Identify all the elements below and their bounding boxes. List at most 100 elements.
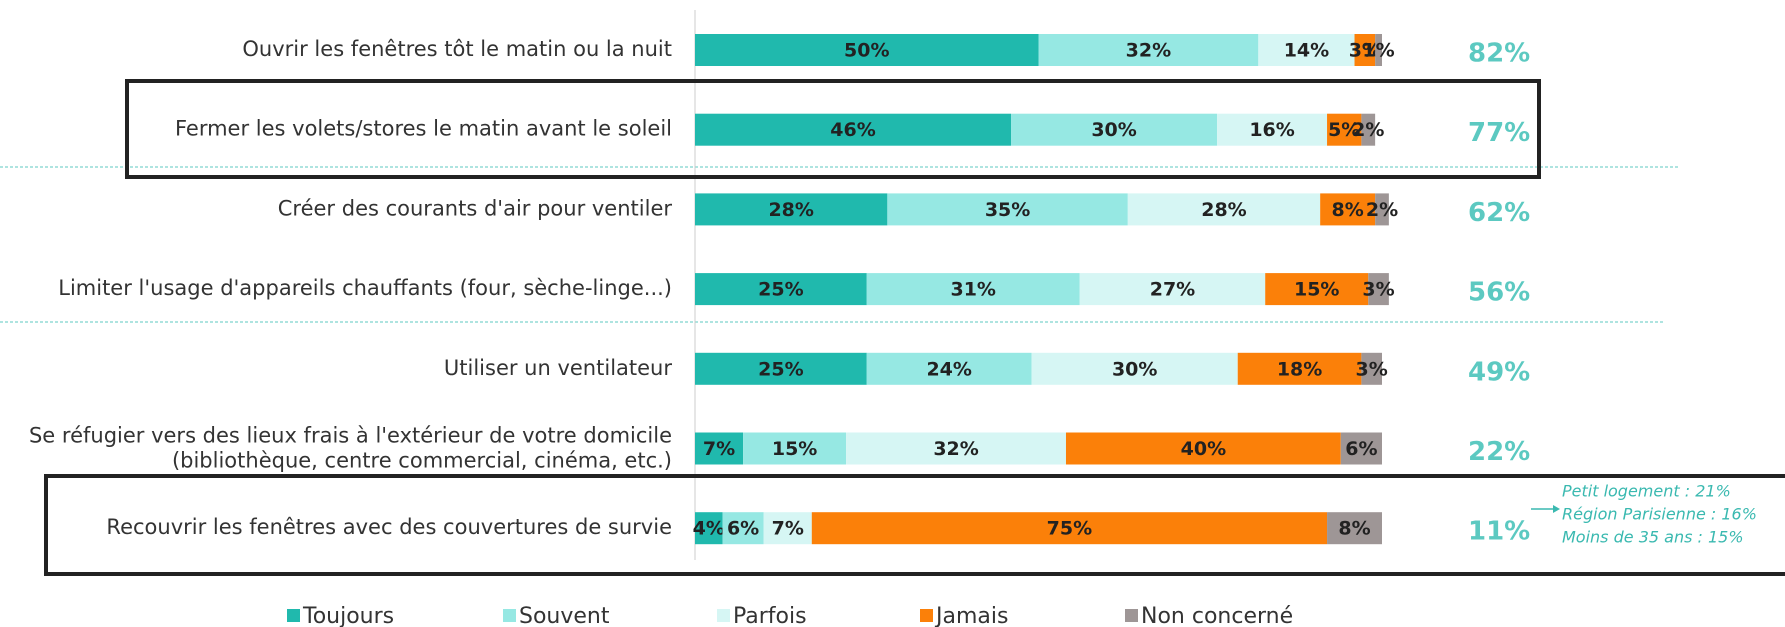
data-label: 75% [1047,518,1092,540]
legend-label: Non concerné [1141,604,1293,627]
data-label: 2% [1352,119,1384,141]
data-label: 50% [844,40,889,62]
legend-swatch [920,609,933,622]
bar-segment [743,432,847,465]
data-label: 15% [772,438,817,460]
data-label: 46% [830,119,875,141]
bar-segment [811,512,1328,545]
data-label: 32% [933,438,978,460]
data-label: 6% [727,518,759,540]
annotation: Région Parisienne : 16% [1562,505,1757,524]
bar-segment [763,512,812,545]
data-label: 32% [1126,40,1171,62]
category-label: Limiter l'usage d'appareils chauffants (… [58,276,672,300]
data-label: 7% [772,518,804,540]
annotation: Moins de 35 ans : 15% [1562,528,1744,547]
data-label: 6% [1345,438,1377,460]
category-label: Fermer les volets/stores le matin avant … [175,117,672,141]
data-label: 24% [926,358,971,380]
bar-segment [695,34,1039,66]
data-label: 31% [950,279,995,301]
data-label: 2% [1366,199,1398,221]
bar-segment [1327,113,1362,146]
bar-segment [866,273,1080,306]
highlight-box [44,474,1785,576]
bar-segment [695,432,744,465]
total-label: 62% [1468,198,1530,228]
total-label: 82% [1468,39,1530,69]
data-label: 3% [1349,40,1381,62]
total-label: 56% [1468,278,1530,308]
data-label: 30% [1112,358,1157,380]
bar-segment [1065,432,1341,465]
data-label: 25% [758,279,803,301]
bar-segment [695,193,888,226]
category-label: Ouvrir les fenêtres tôt le matin ou la n… [242,37,672,61]
highlight-box [125,79,1541,179]
data-label: 3% [1356,358,1388,380]
data-label: 15% [1294,279,1339,301]
total-label: 22% [1468,437,1530,467]
bar-segment [1265,273,1369,306]
legend-swatch [503,609,516,622]
bar-segment [1368,273,1389,306]
category-label: Recouvrir les fenêtres avec des couvertu… [106,515,672,539]
annotation: Petit logement : 21% [1562,482,1731,501]
legend-swatch [1125,609,1138,622]
legend-label: Souvent [519,604,610,627]
data-label: 40% [1181,438,1226,460]
legend-swatch [287,609,300,622]
bar-segment [1361,113,1376,146]
data-label: 3% [1362,279,1394,301]
data-label: 28% [1201,199,1246,221]
total-label: 49% [1468,357,1530,387]
category-label: Créer des courants d'air pour ventiler [278,196,673,220]
bar-segment [695,113,1012,146]
bar-segment [722,512,764,545]
data-label: 1% [1362,40,1394,62]
bar-segment [1375,34,1382,66]
bar-segment [1340,432,1382,465]
legend-label: Toujours [302,604,394,627]
arrow-head [1553,505,1560,513]
total-label: 77% [1468,118,1530,148]
legend-label: Jamais [934,604,1008,627]
bar-segment [1237,352,1362,385]
bar-segment [1327,512,1382,545]
category-label: Se réfugier vers des lieux frais à l'ext… [29,424,672,448]
total-label: 11% [1468,517,1530,547]
bar-segment [887,193,1128,226]
data-label: 16% [1249,119,1294,141]
bar-segment [1258,34,1355,66]
bar-segment [1079,273,1266,306]
bar-segment [866,352,1032,385]
category-label: Utiliser un ventilateur [444,356,672,380]
data-label: 25% [758,358,803,380]
bar-segment [846,432,1066,465]
data-label: 30% [1091,119,1136,141]
bar-segment [1031,352,1238,385]
category-label: (bibliothèque, centre commercial, cinéma… [172,449,672,473]
data-label: 4% [693,518,725,540]
legend-swatch [717,609,730,622]
data-label: 5% [1328,119,1360,141]
bar-segment [1375,193,1389,226]
bar-segment [1361,352,1382,385]
bar-segment [1217,113,1328,146]
data-label: 18% [1277,358,1322,380]
data-label: 8% [1332,199,1364,221]
data-label: 7% [703,438,735,460]
bar-segment [695,273,867,306]
bar-segment [1011,113,1218,146]
data-label: 8% [1338,518,1370,540]
data-label: 27% [1150,279,1195,301]
bar-segment [1320,193,1376,226]
legend-label: Parfois [733,604,807,627]
bar-segment [1038,34,1259,66]
bar-segment [1127,193,1321,226]
bar-segment [1354,34,1376,66]
data-label: 14% [1284,40,1329,62]
bar-segment [695,352,867,385]
bar-segment [695,512,723,545]
